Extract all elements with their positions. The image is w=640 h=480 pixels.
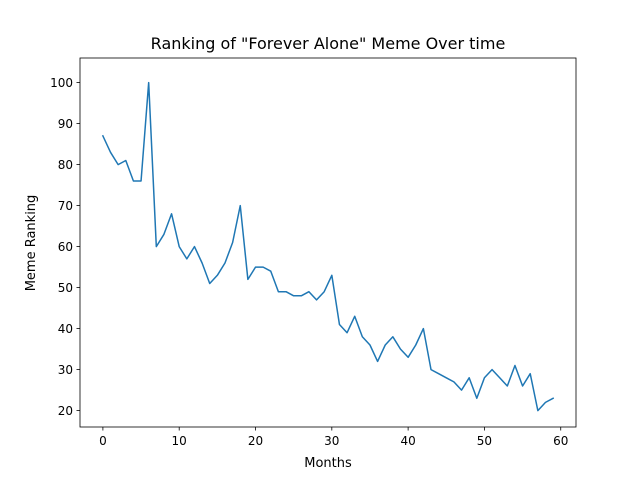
series-line-0 <box>101 81 555 412</box>
y-tick-label: 90 <box>58 117 73 131</box>
y-tick-label: 20 <box>58 404 73 418</box>
chart-title: Ranking of "Forever Alone" Meme Over tim… <box>151 34 506 53</box>
x-tick-label: 0 <box>99 434 107 448</box>
x-axis-label: Months <box>304 456 352 471</box>
y-tick-label: 70 <box>58 199 73 213</box>
axes-frame <box>79 57 577 428</box>
x-tick-label: 10 <box>172 434 187 448</box>
x-tick-label: 30 <box>324 434 339 448</box>
y-tick-label: 80 <box>58 158 73 172</box>
y-tick-label: 100 <box>50 76 73 90</box>
x-tick-label: 40 <box>400 434 415 448</box>
x-tick-label: 20 <box>248 434 263 448</box>
x-tick-label: 60 <box>553 434 568 448</box>
y-tick-label: 40 <box>58 322 73 336</box>
y-tick-label: 50 <box>58 281 73 295</box>
x-tick-label: 50 <box>477 434 492 448</box>
y-axis-label: Meme Ranking <box>24 195 39 292</box>
y-tick-label: 60 <box>58 240 73 254</box>
y-tick-label: 30 <box>58 363 73 377</box>
plot-area: 0 10 20 30 40 50 60 20 30 40 50 60 70 80 90 100 <box>50 57 577 448</box>
